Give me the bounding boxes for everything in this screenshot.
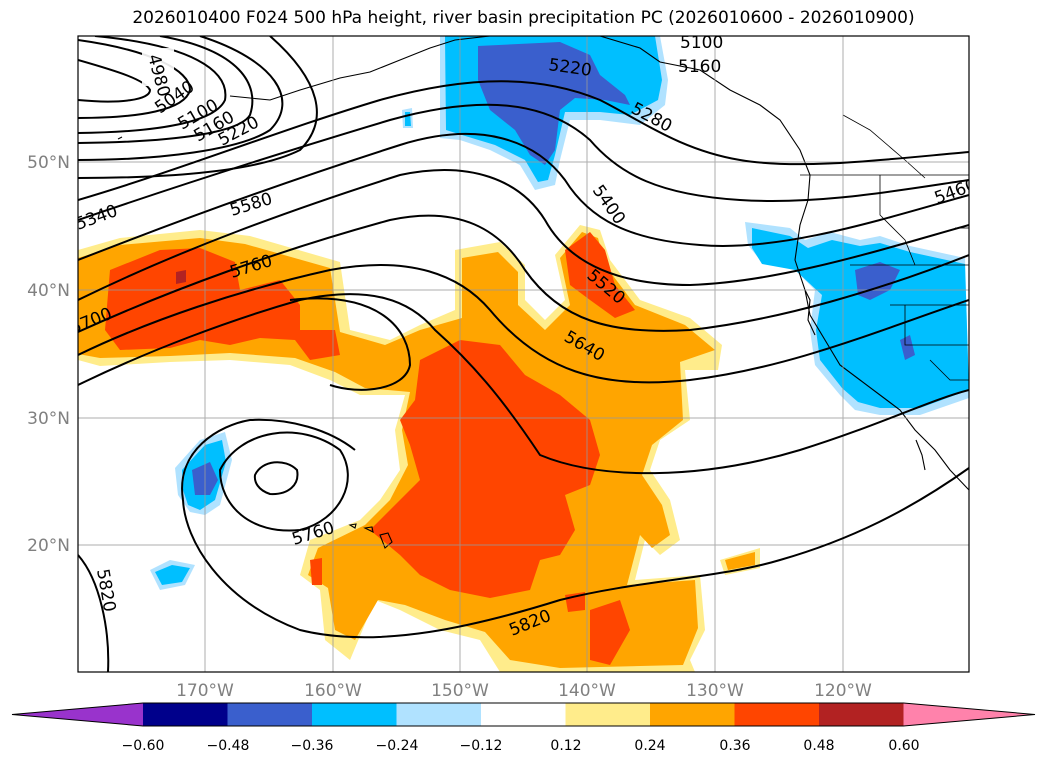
colorbar-tick-label: 0.12 <box>550 738 581 754</box>
colorbar-tick-label: −0.60 <box>122 738 165 754</box>
colorbar-extend-min <box>12 703 143 726</box>
colorbar-bin <box>819 703 904 726</box>
colorbar-tick-label: 0.48 <box>803 738 834 754</box>
colorbar-bin <box>396 703 482 726</box>
colorbar-tick-label: 0.24 <box>634 738 665 754</box>
latitude-labels: 50°N 40°N 30°N 20°N <box>27 153 70 556</box>
colorbar-bin <box>734 703 820 726</box>
precip-positive-darkred <box>176 270 186 284</box>
colorbar-bin <box>227 703 313 726</box>
colorbar-tick-label: −0.36 <box>291 738 334 754</box>
colorbar-tick-label: −0.48 <box>207 738 250 754</box>
lat-label-40: 40°N <box>27 281 70 301</box>
lon-label-170: 170°W <box>176 681 234 701</box>
colorbar-tick-label: −0.12 <box>460 738 503 754</box>
colorbar-bin <box>481 703 566 726</box>
lon-label-120: 120°W <box>814 681 872 701</box>
colorbar <box>11 702 1036 727</box>
lat-label-30: 30°N <box>27 409 70 429</box>
contour-label-5100b: 5100 <box>680 33 723 53</box>
lon-label-150: 150°W <box>431 681 489 701</box>
lon-label-130: 130°W <box>686 681 744 701</box>
map-frame <box>77 35 970 673</box>
colorbar-bin <box>650 703 735 726</box>
gridlines <box>78 36 969 672</box>
colorbar-bin <box>312 703 397 726</box>
colorbar-bin <box>565 703 651 726</box>
colorbar-outline <box>11 702 1036 727</box>
figure-title: 2026010400 F024 500 hPa height, river ba… <box>132 8 915 28</box>
colorbar-extend-max <box>903 703 1035 726</box>
coastlines <box>117 36 969 549</box>
lon-label-140: 140°W <box>558 681 616 701</box>
colorbar-tick-labels: −0.60 −0.48 −0.36 −0.24 −0.12 0.12 0.24 … <box>122 738 920 754</box>
colorbar-tick-label: 0.60 <box>888 738 919 754</box>
height-contours <box>78 36 969 672</box>
lat-label-20: 20°N <box>27 536 70 556</box>
map-plot-area: 4980 5040 5100 5160 5220 5340 5580 5760 … <box>78 33 969 672</box>
contour-label-5160b: 5160 <box>678 57 721 77</box>
colorbar-tick-label: −0.24 <box>376 738 419 754</box>
precip-positive-red <box>105 232 635 665</box>
longitude-labels: 170°W 160°W 150°W 140°W 130°W 120°W <box>176 681 872 701</box>
colorbar-tick-label: 0.36 <box>719 738 750 754</box>
lat-label-50: 50°N <box>27 153 70 173</box>
lon-label-160: 160°W <box>304 681 362 701</box>
colorbar-bin <box>143 703 228 726</box>
